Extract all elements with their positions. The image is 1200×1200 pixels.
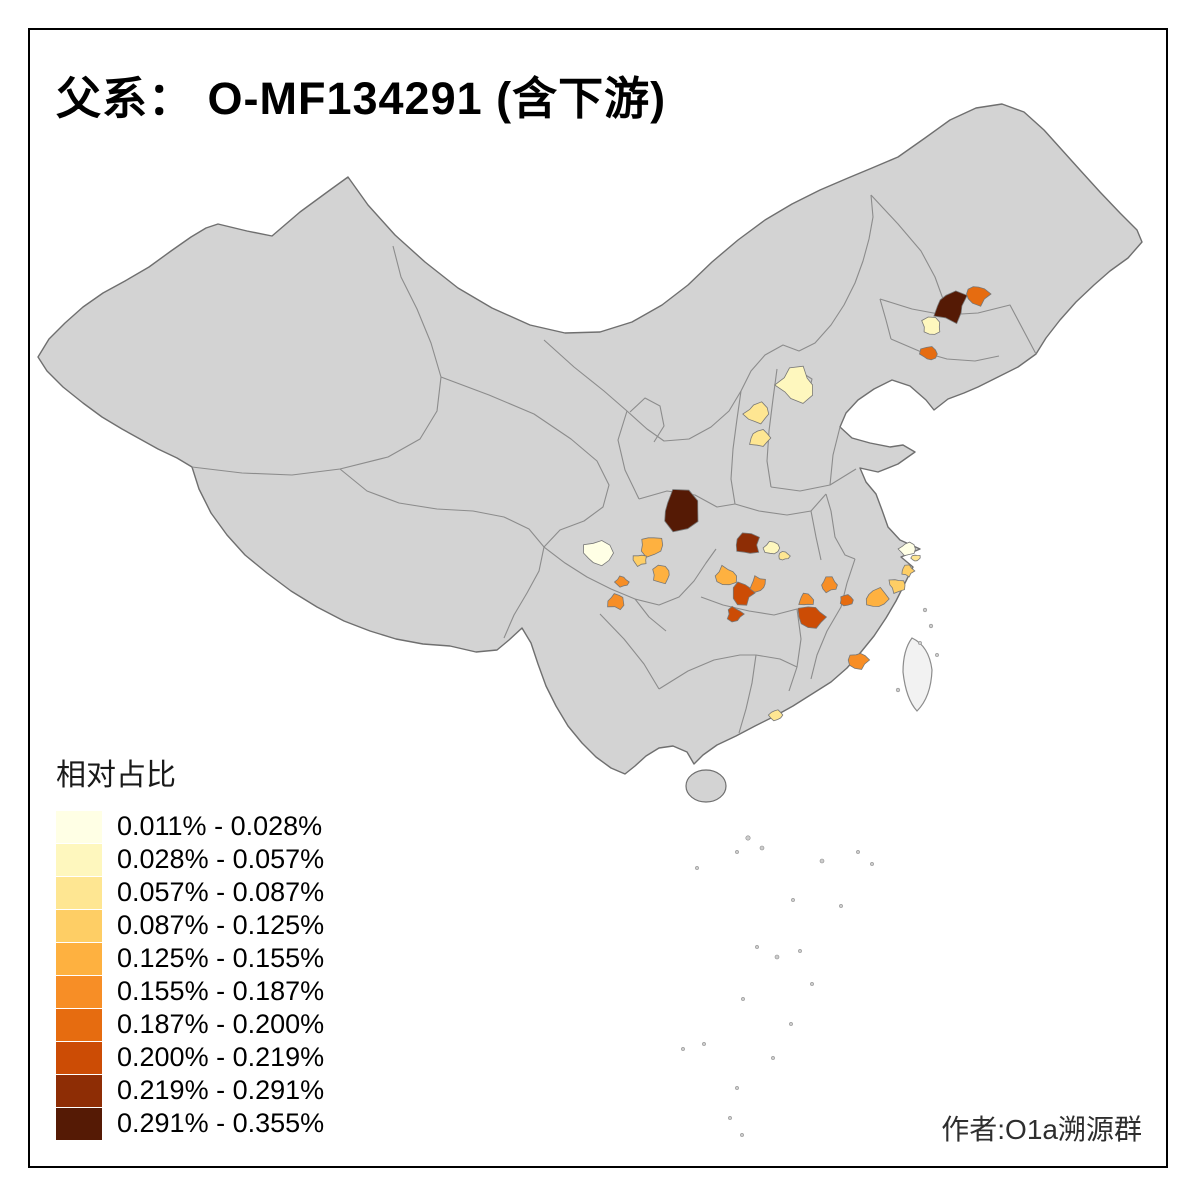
legend-swatch: [56, 810, 102, 843]
legend-label: 0.011% - 0.028%: [117, 811, 323, 841]
map-region-31: [847, 652, 871, 670]
map-region-7: [749, 429, 772, 447]
legend-label: 0.028% - 0.057%: [117, 844, 325, 874]
mainland-outline: [37, 103, 1143, 775]
map-region-15: [735, 532, 761, 554]
legend-item: 0.155% - 0.187%: [56, 975, 324, 1008]
map-region-11: [652, 564, 670, 585]
map-region-23: [798, 592, 815, 606]
legend-item: 0.219% - 0.291%: [56, 1074, 324, 1107]
south-china-sea-islands: [681, 607, 939, 1137]
attribution: 作者:O1a溯源群: [941, 1114, 1142, 1145]
map-region-30: [910, 554, 921, 562]
legend-item: 0.028% - 0.057%: [56, 843, 324, 876]
legend-swatch: [56, 1107, 102, 1140]
map-region-12: [632, 554, 647, 568]
legend-swatch: [56, 1074, 102, 1107]
map-region-28: [901, 564, 916, 578]
legend-label: 0.125% - 0.155%: [117, 943, 325, 973]
legend: 相对占比 0.011% - 0.028% 0.028% - 0.057% 0.057…: [56, 750, 324, 1140]
map-region-17: [778, 551, 791, 561]
legend-label: 0.187% - 0.200%: [117, 1009, 325, 1039]
map-region-9: [583, 540, 614, 567]
legend-swatch: [56, 909, 102, 942]
legend-swatch: [56, 942, 102, 975]
map-region-2: [966, 286, 992, 307]
legend-item: 0.187% - 0.200%: [56, 1008, 324, 1041]
map-region-20: [749, 575, 766, 593]
legend-swatch: [56, 843, 102, 876]
legend-label: 0.057% - 0.087%: [117, 877, 325, 907]
map-region-19: [732, 581, 756, 606]
map-region-13: [613, 575, 630, 588]
map-region-18: [714, 564, 738, 586]
map-region-25: [839, 594, 854, 607]
map-region-22: [797, 606, 828, 629]
map-region-3: [921, 316, 941, 335]
legend-items: 0.011% - 0.028% 0.028% - 0.057% 0.057% - 0…: [56, 810, 324, 1140]
legend-item: 0.291% - 0.355%: [56, 1107, 324, 1140]
map-region-1: [933, 290, 968, 325]
taiwan-island: [902, 637, 933, 712]
map-region-16: [762, 540, 781, 555]
highlighted-regions: [583, 286, 992, 722]
map-region-26: [865, 587, 890, 607]
map-region-6: [742, 401, 770, 425]
province-borders: [191, 194, 1037, 734]
map-region-10: [640, 537, 664, 558]
map-region-14: [607, 593, 625, 611]
legend-title: 相对占比: [56, 759, 176, 792]
map-region-32: [767, 709, 784, 722]
legend-label: 0.219% - 0.291%: [117, 1075, 325, 1105]
map-region-4: [919, 346, 938, 361]
legend-item: 0.011% - 0.028%: [56, 810, 324, 843]
legend-swatch: [56, 876, 102, 909]
legend-label: 0.200% - 0.219%: [117, 1042, 325, 1072]
legend-label: 0.291% - 0.355%: [117, 1108, 325, 1138]
legend-item: 0.125% - 0.155%: [56, 942, 324, 975]
map-region-21: [726, 605, 745, 623]
map-region-8: [664, 489, 699, 533]
legend-item: 0.087% - 0.125%: [56, 909, 324, 942]
legend-item: 0.057% - 0.087%: [56, 876, 324, 909]
legend-swatch: [56, 1041, 102, 1074]
legend-item: 0.200% - 0.219%: [56, 1041, 324, 1074]
legend-label: 0.155% - 0.187%: [117, 976, 325, 1006]
map-region-24: [821, 576, 838, 594]
hainan-island: [685, 769, 727, 803]
map-region-29: [897, 541, 916, 557]
map-region-5: [774, 365, 813, 404]
legend-swatch: [56, 1008, 102, 1041]
legend-label: 0.087% - 0.125%: [117, 910, 325, 940]
page-title: 父系： O-MF134291 (含下游): [56, 73, 667, 124]
map-region-27: [888, 579, 906, 594]
legend-swatch: [56, 975, 102, 1008]
